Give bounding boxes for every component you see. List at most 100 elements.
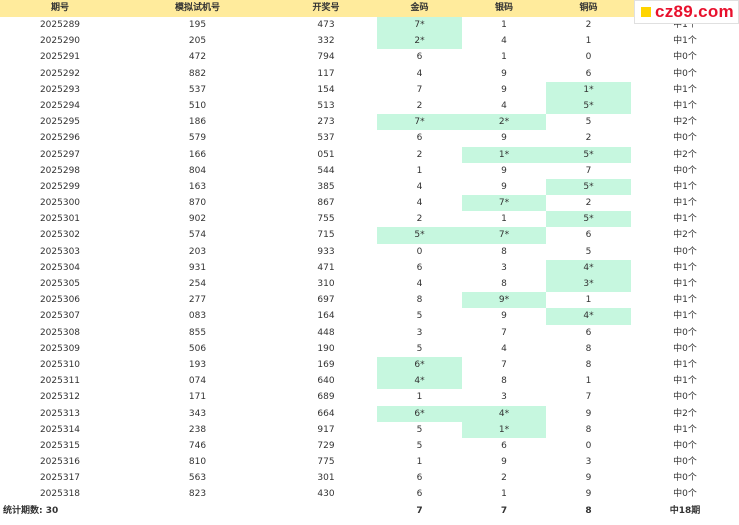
cell-period: 2025305 [39, 279, 81, 289]
cell-draw: 117 [317, 68, 335, 79]
summary-copper: 8 [585, 505, 592, 516]
cell-result: 中0个 [673, 52, 697, 63]
cell-silver: 8 [501, 246, 507, 257]
cell-result: 中0个 [673, 327, 697, 338]
cell-silver: 4* [462, 405, 546, 422]
cell-gold: 6 [416, 133, 423, 144]
cell-silver: 1 [501, 52, 507, 63]
summary-row: 统计期数: 30 7 7 8 中18期 [0, 503, 739, 519]
cell-copper: 4* [546, 259, 631, 276]
cell-copper: 1 [585, 376, 592, 387]
cell-period: 2025317 [39, 473, 81, 484]
cell-silver: 7 [501, 327, 507, 338]
cell-draw: 448 [317, 327, 335, 338]
cell-silver: 7* [462, 195, 546, 212]
cell-gold: 4 [416, 279, 423, 289]
cell-result: 中0个 [673, 473, 697, 484]
cell-draw: 473 [317, 20, 335, 30]
cell-period: 2025298 [39, 165, 81, 176]
cell-simulated: 083 [188, 311, 207, 322]
cell-simulated: 254 [188, 279, 207, 289]
cell-draw: 164 [317, 311, 335, 322]
cell-draw: 640 [317, 376, 335, 387]
cell-result: 中0个 [673, 133, 697, 144]
cell-draw: 715 [317, 230, 335, 241]
cell-copper: 6 [585, 327, 592, 338]
cell-period: 2025307 [39, 311, 81, 322]
cell-simulated: 855 [188, 327, 207, 338]
cell-silver: 9 [501, 165, 507, 176]
cell-result: 中1个 [673, 100, 697, 111]
cell-draw: 729 [317, 440, 335, 451]
cell-result: 中1个 [673, 214, 697, 225]
cell-copper: 4* [546, 308, 631, 325]
table-row: 2025297 166 051 2 1* 5* 中2个 [0, 146, 739, 163]
cell-result: 中0个 [673, 68, 697, 79]
cell-silver: 8 [501, 376, 507, 387]
cell-result: 中1个 [673, 295, 697, 306]
cell-result: 中1个 [673, 279, 697, 289]
cell-simulated: 074 [188, 376, 207, 387]
cell-result: 中0个 [673, 165, 697, 176]
header-gold: 金码 [410, 3, 429, 13]
table-row: 2025300 870 867 4 7* 2 中1个 [0, 195, 739, 212]
table-body: 2025289 195 473 7* 1 2 中1个 2025290 205 332 2* 4 1 中1个… [0, 17, 739, 503]
cell-gold: 2 [416, 149, 423, 160]
site-logo[interactable]: cz89.com [634, 0, 739, 24]
logo-text: cz89.com [655, 2, 734, 21]
cell-silver: 1 [501, 20, 507, 30]
cell-gold: 4 [416, 181, 423, 192]
cell-simulated: 163 [188, 181, 207, 192]
cell-silver: 6 [501, 440, 507, 451]
cell-silver: 1 [501, 489, 507, 500]
cell-result: 中1个 [673, 424, 697, 435]
cell-gold: 4 [416, 68, 423, 79]
summary-silver: 7 [500, 505, 508, 516]
cell-simulated: 166 [188, 149, 207, 160]
cell-period: 2025318 [39, 489, 81, 500]
table-row: 2025294 510 513 2 4 5* 中1个 [0, 97, 739, 115]
summary-empty-1 [120, 503, 275, 519]
cell-copper: 7 [585, 392, 592, 403]
cell-silver: 2* [462, 114, 546, 131]
cell-silver: 9 [501, 84, 507, 95]
cell-period: 2025306 [39, 295, 81, 306]
cell-period: 2025309 [39, 343, 81, 354]
cell-draw: 273 [317, 117, 335, 128]
cell-draw: 471 [317, 262, 335, 273]
cell-copper: 2 [585, 20, 592, 30]
cell-result: 中1个 [673, 198, 697, 209]
cell-draw: 169 [317, 359, 335, 370]
table-row: 2025289 195 473 7* 1 2 中1个 [0, 17, 739, 34]
cell-simulated: 882 [188, 68, 207, 79]
cell-draw: 301 [317, 473, 335, 484]
cell-draw: 430 [317, 489, 335, 500]
cell-period: 2025296 [39, 133, 81, 144]
cell-gold: 8 [416, 295, 423, 306]
cell-result: 中0个 [673, 343, 697, 354]
cell-silver: 9 [501, 133, 507, 144]
cell-gold: 5 [416, 343, 423, 354]
cell-silver: 1* [462, 421, 546, 438]
cell-silver: 3 [501, 392, 507, 403]
cell-simulated: 579 [188, 133, 207, 144]
cell-result: 中0个 [673, 440, 697, 451]
cell-period: 2025313 [39, 408, 81, 419]
cell-silver: 9* [462, 292, 546, 309]
cell-period: 2025301 [39, 214, 81, 225]
cell-gold: 6 [416, 52, 423, 63]
cell-result: 中1个 [673, 376, 697, 387]
cell-result: 中0个 [673, 392, 697, 403]
cell-copper: 5 [585, 117, 592, 128]
cell-result: 中1个 [673, 20, 697, 30]
cell-result: 中2个 [673, 408, 697, 419]
cell-silver: 8 [501, 279, 507, 289]
cell-period: 2025308 [39, 327, 81, 338]
cell-copper: 5* [546, 211, 631, 228]
cell-result: 中1个 [673, 311, 697, 322]
table-row: 2025317 563 301 6 2 9 中0个 [0, 470, 739, 486]
header-copper: 铜码 [579, 3, 598, 13]
table-row: 2025310 193 169 6* 7 8 中1个 [0, 356, 739, 374]
cell-gold: 7 [416, 84, 423, 95]
table-row: 2025312 171 689 1 3 7 中0个 [0, 389, 739, 405]
